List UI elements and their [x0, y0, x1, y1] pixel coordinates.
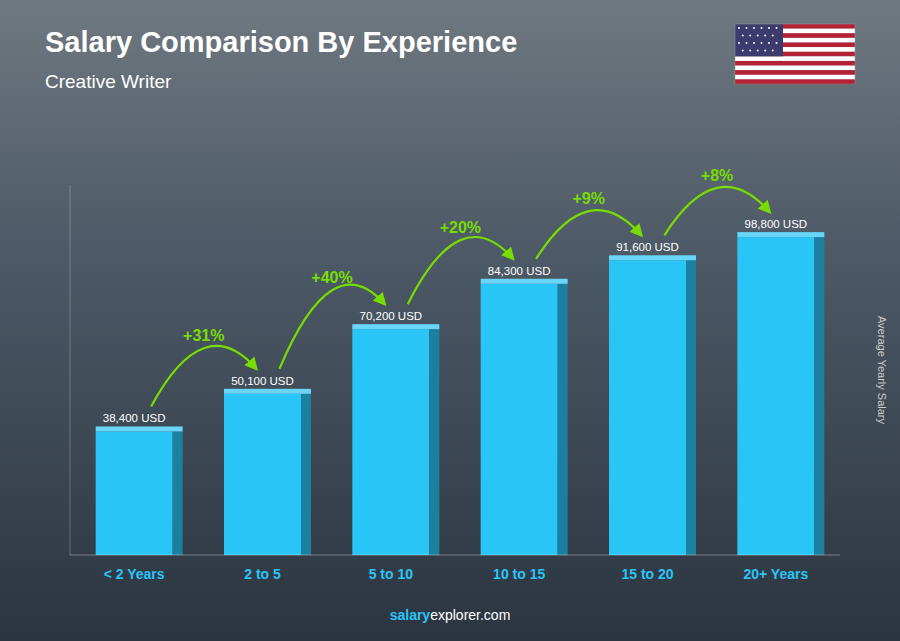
- flag-star: [746, 27, 748, 29]
- bar-side: [429, 329, 439, 555]
- bar: [224, 394, 301, 555]
- flag-star: [776, 27, 778, 29]
- change-arrow: [664, 187, 769, 235]
- change-arrow: [151, 346, 256, 406]
- flag-star: [738, 57, 740, 59]
- data-label: 50,100 USD: [231, 375, 294, 387]
- bar-side: [301, 394, 311, 555]
- flag-star: [753, 27, 755, 29]
- change-arrow: [279, 285, 384, 369]
- data-label: 70,200 USD: [360, 310, 423, 322]
- flag-star: [757, 50, 759, 52]
- bar-side: [686, 260, 696, 555]
- x-tick-label: 20+ Years: [743, 566, 808, 582]
- bar-side: [814, 237, 824, 555]
- footer-bold: salary: [390, 607, 431, 623]
- flag-star: [757, 35, 759, 37]
- flag-star: [768, 42, 770, 44]
- x-tick-label: 2 to 5: [244, 566, 281, 582]
- background: [0, 0, 900, 641]
- flag-stripe: [735, 70, 855, 75]
- x-axis-line: [70, 555, 840, 556]
- data-label: 38,400 USD: [103, 412, 166, 424]
- footer: salaryexplorer.com: [390, 607, 511, 623]
- x-tick-label: < 2 Years: [104, 566, 165, 582]
- y-axis-label: Average Yearly Salary: [876, 316, 888, 425]
- bar-top: [609, 255, 696, 260]
- flag-stripe: [735, 79, 855, 84]
- bar-top: [352, 324, 439, 329]
- change-arrow: [408, 237, 513, 304]
- flag-star: [749, 50, 751, 52]
- flag-stripe: [735, 61, 855, 66]
- flag-star: [753, 57, 755, 59]
- change-arrow: [536, 210, 641, 259]
- flag-star: [764, 35, 766, 37]
- y-axis-line: [70, 185, 71, 555]
- x-tick-label: 5 to 10: [369, 566, 414, 582]
- bar: [352, 329, 429, 555]
- bar-side: [173, 431, 183, 555]
- bar: [609, 260, 686, 555]
- change-label: +20%: [440, 219, 481, 236]
- flag-stripe: [735, 66, 855, 71]
- flag-star: [768, 27, 770, 29]
- flag-star: [742, 50, 744, 52]
- data-label: 91,600 USD: [616, 241, 679, 253]
- bars: [96, 232, 825, 555]
- flag: [735, 24, 855, 84]
- flag-star: [776, 42, 778, 44]
- bar: [481, 284, 558, 555]
- change-label: +9%: [572, 190, 604, 207]
- x-tick-label: 10 to 15: [493, 566, 545, 582]
- flag-star: [772, 35, 774, 37]
- flag-border: [735, 24, 855, 84]
- change-label: +8%: [701, 167, 733, 184]
- chart: Salary Comparison By Experience Creative …: [0, 0, 900, 641]
- bar-top: [96, 426, 183, 431]
- footer-regular: explorer.com: [430, 607, 510, 623]
- flag-star: [772, 50, 774, 52]
- x-tick-label: 15 to 20: [621, 566, 673, 582]
- subtitle: Creative Writer: [45, 71, 172, 92]
- flag-star: [776, 57, 778, 59]
- data-label: 84,300 USD: [488, 265, 551, 277]
- bar-top: [224, 389, 311, 394]
- flag-star: [753, 42, 755, 44]
- flag-stripe: [735, 56, 855, 61]
- change-label: +31%: [183, 327, 224, 344]
- bar-top: [737, 232, 824, 237]
- change-label: +40%: [311, 269, 352, 286]
- flag-star: [746, 42, 748, 44]
- flag-star: [746, 57, 748, 59]
- flag-star: [738, 27, 740, 29]
- bar-side: [558, 284, 568, 555]
- flag-star: [768, 57, 770, 59]
- flag-star: [742, 35, 744, 37]
- flag-stripe: [735, 75, 855, 80]
- bar: [737, 237, 814, 555]
- data-label: 98,800 USD: [745, 218, 808, 230]
- bar: [96, 431, 173, 555]
- bar-top: [481, 279, 568, 284]
- flag-star: [764, 50, 766, 52]
- flag-star: [749, 35, 751, 37]
- flag-star: [761, 42, 763, 44]
- flag-star: [738, 42, 740, 44]
- flag-star: [761, 57, 763, 59]
- flag-canton: [735, 24, 783, 56]
- title: Salary Comparison By Experience: [45, 26, 517, 58]
- flag-star: [761, 27, 763, 29]
